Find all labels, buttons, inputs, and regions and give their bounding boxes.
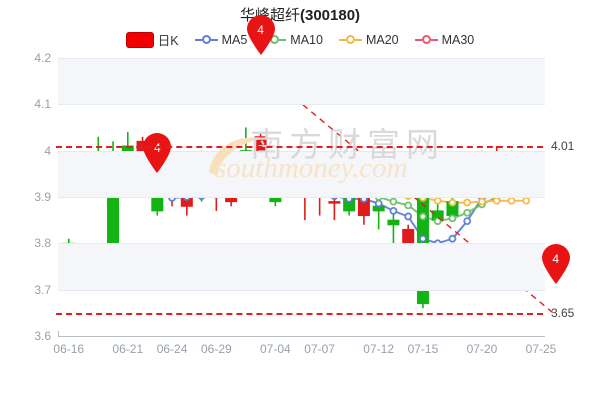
x-axis-label: 06-24 xyxy=(156,342,188,356)
legend-label: MA20 xyxy=(365,32,399,47)
stock-code: (300180) xyxy=(299,7,361,24)
y-axis-label: 3.6 xyxy=(34,329,51,343)
ma-point xyxy=(463,198,472,207)
x-axis-label: 07-12 xyxy=(363,342,395,356)
ma-point xyxy=(433,217,442,225)
ma-point xyxy=(419,234,427,243)
legend-label: MA5 xyxy=(221,32,248,47)
gridline xyxy=(58,150,545,152)
threshold-line xyxy=(56,146,543,149)
gridline xyxy=(58,243,545,245)
gridline xyxy=(58,197,545,198)
ma-point xyxy=(463,208,472,217)
ma-point xyxy=(448,214,457,223)
gridline xyxy=(58,289,545,291)
ma-point xyxy=(404,212,413,221)
legend-item-ma20[interactable]: MA20 xyxy=(338,32,399,47)
x-axis-label: 07-20 xyxy=(466,342,498,356)
candle-swatch-icon xyxy=(125,31,154,48)
y-axis-label: 4.1 xyxy=(34,97,51,112)
line-swatch-icon xyxy=(338,35,362,44)
y-axis-label: 3.9 xyxy=(34,190,51,204)
x-axis-label: 07-25 xyxy=(525,342,557,356)
threshold-label: 4.01 xyxy=(551,139,575,154)
legend-item-ma10[interactable]: MA10 xyxy=(263,33,323,47)
ma-point xyxy=(389,206,398,215)
annotation-pin[interactable]: 4 xyxy=(142,132,172,173)
ma-point xyxy=(522,196,531,205)
ma-point xyxy=(404,201,413,210)
legend-label: MA10 xyxy=(290,32,323,47)
gridline xyxy=(58,58,545,59)
ma-point xyxy=(389,197,398,206)
ma-point xyxy=(448,198,457,207)
map-pin-icon xyxy=(143,132,172,173)
threshold-line xyxy=(56,312,543,315)
threshold-label: 3.65 xyxy=(551,305,575,320)
ma-point xyxy=(419,212,427,221)
ma-point xyxy=(492,196,501,205)
x-axis-label: 06-29 xyxy=(200,342,232,356)
plot-area xyxy=(58,58,557,336)
y-axis-label: 4 xyxy=(44,143,51,158)
ma-point xyxy=(374,199,383,208)
x-axis-label: 06-16 xyxy=(53,342,85,356)
grid-band xyxy=(58,150,545,197)
x-axis-label: 07-04 xyxy=(260,342,291,356)
candle-body xyxy=(387,219,400,226)
ma-point xyxy=(507,196,516,205)
chart-legend: 日K MA5 MA10 MA20 MA30 xyxy=(0,30,600,49)
legend-item-ma5[interactable]: MA5 xyxy=(194,32,248,47)
candle-body xyxy=(402,228,415,244)
gridline xyxy=(58,104,545,106)
candle-body xyxy=(328,201,341,204)
legend-item-ma30[interactable]: MA30 xyxy=(414,32,475,47)
x-axis-label: 06-21 xyxy=(112,342,144,356)
map-pin-icon xyxy=(246,14,275,55)
page-title: 华峰超纤(300180) xyxy=(0,4,600,25)
line-swatch-icon xyxy=(414,35,438,44)
grid-band xyxy=(58,58,545,105)
annotation-pin[interactable]: 4 xyxy=(246,14,276,55)
grid-band xyxy=(58,243,545,290)
x-axis-line xyxy=(58,336,545,337)
y-axis-label: 3.8 xyxy=(34,236,51,251)
map-pin-icon xyxy=(541,244,570,285)
ma-point xyxy=(478,197,486,206)
x-axis-label: 07-07 xyxy=(304,342,335,356)
line-swatch-icon xyxy=(194,35,218,44)
candlestick xyxy=(387,210,400,244)
ma-point xyxy=(433,196,442,205)
y-axis-label: 4.2 xyxy=(34,51,51,65)
y-axis-tick xyxy=(58,331,59,337)
ma-point xyxy=(463,217,472,225)
legend-item-k[interactable]: 日K xyxy=(125,30,179,49)
legend-label: MA30 xyxy=(441,32,475,47)
y-axis-label: 3.7 xyxy=(34,282,51,297)
ma-point xyxy=(448,234,457,243)
legend-label: 日K xyxy=(157,34,179,48)
annotation-pin[interactable]: 4 xyxy=(541,244,571,285)
x-axis-label: 07-15 xyxy=(407,342,439,356)
